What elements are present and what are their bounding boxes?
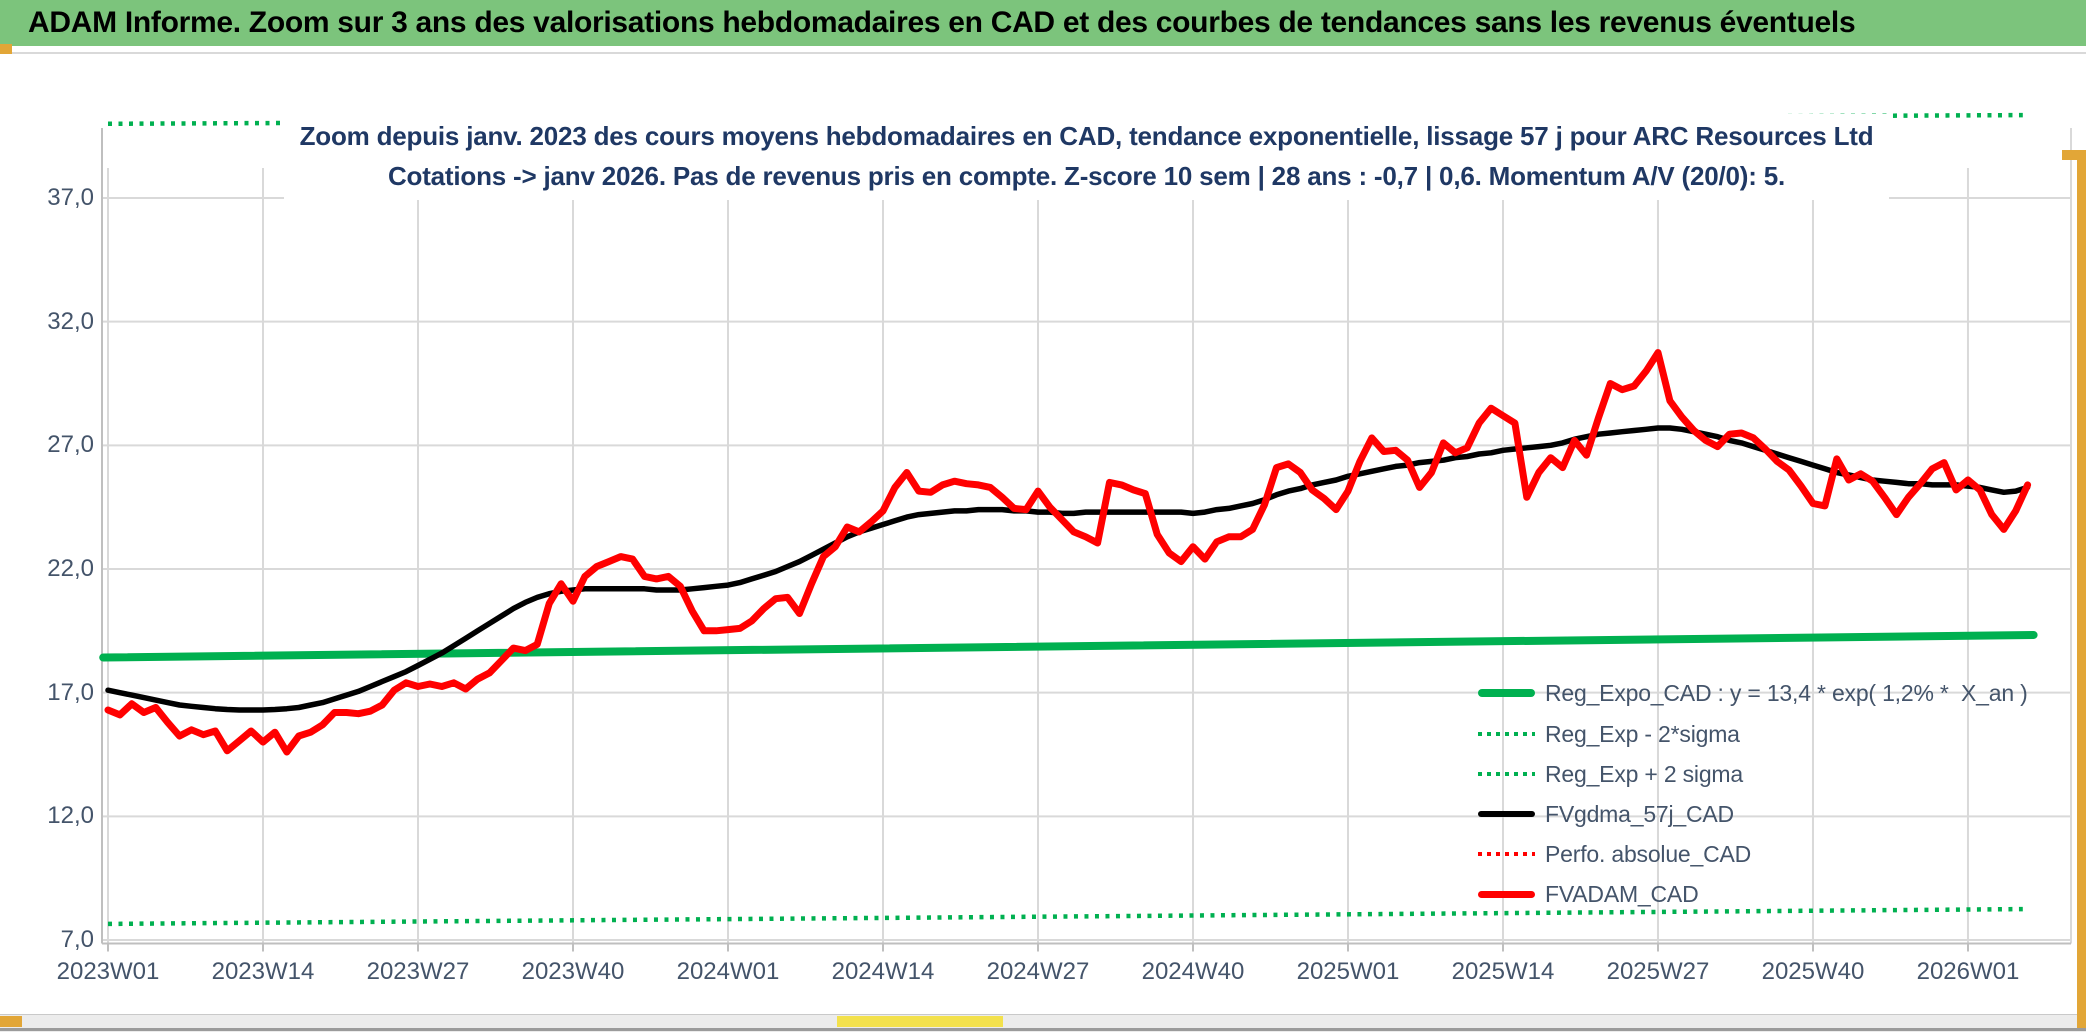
legend-item: Reg_Expo_CAD : y = 13,4 * exp( 1,2% * X_… xyxy=(1478,675,2028,711)
gold-corner-bottom-left xyxy=(0,1016,22,1027)
legend-swatch-solid-line xyxy=(1478,890,1535,898)
x-tick-label: 2025W27 xyxy=(1606,958,1710,985)
y-tick-label: 27,0 xyxy=(47,431,94,459)
series-Reg_Exp xyxy=(107,112,2023,127)
bottom-scroll-band xyxy=(0,1014,2086,1032)
y-tick-label: 22,0 xyxy=(47,555,94,582)
x-tick-label: 2025W14 xyxy=(1451,958,1555,985)
banner-title-bar: ADAM Informe. Zoom sur 3 ans des valoris… xyxy=(0,0,2086,46)
x-tick-label: 2025W40 xyxy=(1761,958,1865,985)
legend-label: FVADAM_CAD xyxy=(1545,880,1699,907)
x-tick-label: 2026W01 xyxy=(1916,958,2020,985)
x-tick-label: 2024W14 xyxy=(831,958,935,985)
legend-swatch-dotted-line xyxy=(1478,732,1535,736)
legend-label: Reg_Exp - 2*sigma xyxy=(1545,720,1740,747)
legend-swatch-dotted-line xyxy=(1478,852,1535,856)
gold-window-edge-right xyxy=(2077,150,2086,1031)
x-tick-label: 2024W01 xyxy=(676,958,780,985)
series-Reg_Exp xyxy=(107,906,2023,927)
banner-title-text: ADAM Informe. Zoom sur 3 ans des valoris… xyxy=(28,6,1856,39)
legend-swatch-solid-line xyxy=(1478,811,1535,817)
scrollbar-thumb[interactable] xyxy=(837,1016,1003,1027)
legend-item: FVADAM_CAD xyxy=(1478,876,1699,912)
y-tick-label: 32,0 xyxy=(47,307,94,335)
legend-label: Reg_Exp + 2 sigma xyxy=(1545,760,1743,787)
x-tick-label: 2023W40 xyxy=(521,958,625,985)
banner-underline xyxy=(0,52,2086,54)
gold-corner-top-right xyxy=(2062,150,2086,160)
series-Reg_Expo_CAD xyxy=(99,631,2038,662)
legend-item: Perfo. absolue_CAD xyxy=(1478,836,1751,872)
legend-label: FVgdma_57j_CAD xyxy=(1545,800,1734,827)
legend-swatch-solid-line xyxy=(1478,689,1535,697)
plot-area xyxy=(99,112,2072,952)
chart-canvas[interactable]: Zoom depuis janv. 2023 des cours moyens … xyxy=(0,54,2086,1014)
legend-label: Reg_Expo_CAD : y = 13,4 * exp( 1,2% * X_… xyxy=(1545,679,2028,706)
x-tick-label: 2023W14 xyxy=(211,958,315,985)
bottom-window-edge xyxy=(0,1028,2086,1031)
y-tick-label: 7,0 xyxy=(60,926,94,953)
y-tick-label: 37,0 xyxy=(47,184,94,211)
x-tick-label: 2024W40 xyxy=(1141,958,1245,985)
legend-item: Reg_Exp + 2 sigma xyxy=(1478,756,1743,792)
x-tick-label: 2025W01 xyxy=(1296,958,1400,985)
y-tick-label: 12,0 xyxy=(47,802,94,830)
x-tick-label: 2023W27 xyxy=(366,958,470,985)
legend-item: FVgdma_57j_CAD xyxy=(1478,796,1734,832)
y-tick-label: 17,0 xyxy=(47,678,94,706)
x-tick-label: 2023W01 xyxy=(56,958,160,985)
legend-item: Reg_Exp - 2*sigma xyxy=(1478,716,1740,752)
series-FVgdma_57j_CAD xyxy=(105,425,2031,713)
x-tick-label: 2024W27 xyxy=(986,958,1090,985)
series-FVADAM_CAD xyxy=(104,349,2032,756)
legend-swatch-dotted-line xyxy=(1478,772,1535,776)
legend-label: Perfo. absolue_CAD xyxy=(1545,840,1752,867)
